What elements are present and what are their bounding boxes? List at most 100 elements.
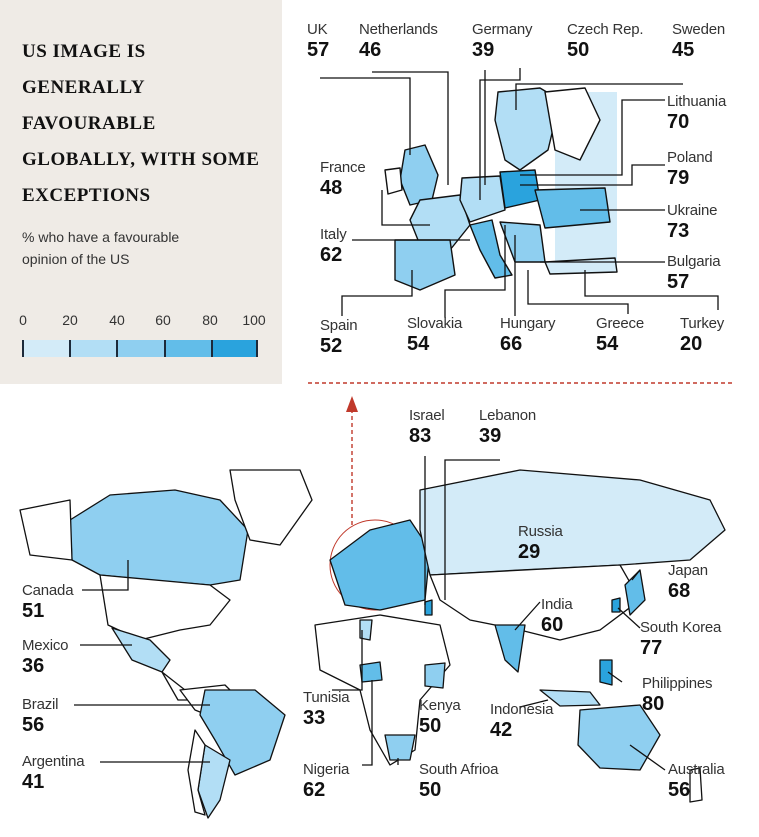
country-value: 77 (640, 637, 663, 659)
country-value: 36 (22, 655, 45, 677)
label-netherlands: Netherlands 46 (359, 22, 438, 60)
europe-inset-map (384, 87, 618, 291)
country-name: Brazil (22, 696, 59, 713)
country-name: Hungary (500, 315, 556, 332)
country-name: Israel (409, 407, 445, 424)
scale-segment (116, 340, 164, 357)
leader-spain (341, 270, 413, 316)
india-shape (494, 624, 526, 673)
color-scale-legend (22, 340, 259, 357)
leader-greece (527, 270, 629, 314)
usa-shape (99, 574, 231, 641)
country-value: 79 (667, 167, 690, 189)
country-value: 45 (672, 39, 695, 61)
label-australia: Australia 56 (668, 762, 725, 800)
country-name: Greece (596, 315, 644, 332)
spain-shape (394, 239, 456, 291)
label-turkey: Turkey 20 (680, 316, 724, 354)
country-name: Bulgaria (667, 253, 721, 270)
label-czech-rep: Czech Rep. 50 (567, 21, 644, 61)
label-ukraine: Ukraine 73 (667, 203, 717, 241)
leader-slovakia (444, 225, 506, 318)
tunisia-shape (359, 619, 373, 641)
label-sweden: Sweden 45 (672, 22, 725, 60)
label-hungary: Hungary 66 (500, 316, 555, 354)
country-value: 62 (320, 244, 343, 266)
country-value: 52 (320, 335, 343, 357)
country-value: 39 (479, 425, 502, 447)
label-south-korea: South Korea 77 (640, 620, 721, 658)
page-title: US IMAGE IS GENERALLY FAVOURABLE GLOBALL… (22, 41, 260, 206)
label-tunisia: Tunisia 33 (303, 690, 350, 728)
country-value: 73 (667, 220, 690, 242)
country-name: Slovakia (407, 315, 463, 332)
label-germany: Germany 39 (472, 22, 532, 60)
country-value: 51 (22, 600, 45, 622)
leader-netherlands (372, 71, 449, 185)
chile-shape (187, 729, 206, 816)
scale-end-tick (256, 340, 258, 357)
country-value: 39 (472, 39, 495, 61)
country-name: Czech Rep. (567, 21, 644, 38)
world-map (19, 469, 726, 819)
label-israel: Israel 83 (409, 407, 445, 447)
uk-shape (399, 144, 439, 206)
country-value: 29 (518, 541, 541, 563)
kenya-shape (424, 662, 446, 689)
country-name: Mexico (22, 637, 69, 654)
country-value: 83 (409, 425, 432, 447)
label-argentina: Argentina 41 (22, 754, 85, 792)
country-name: Poland (667, 149, 713, 166)
brazil-shape (199, 689, 286, 776)
label-uk: UK 57 (307, 22, 329, 60)
germany-shape (459, 175, 506, 223)
country-name: Nigeria (303, 761, 350, 778)
philippines-shape (599, 659, 613, 686)
country-name: Lebanon (479, 407, 536, 424)
label-italy: Italy 62 (320, 227, 347, 265)
country-name: Spain (320, 317, 358, 334)
label-france: France 48 (320, 160, 366, 198)
country-name: South Afrioa (419, 761, 499, 778)
label-canada: Canada 51 (22, 583, 74, 622)
leader-india (514, 601, 541, 631)
leader-lebanon (444, 459, 500, 600)
country-name: France (320, 159, 366, 176)
scale-segment (22, 340, 70, 357)
finland-shape (544, 87, 601, 161)
country-value: 54 (407, 333, 430, 355)
label-south-africa: South Afrioa 50 (419, 761, 499, 800)
south-africa-shape (384, 734, 416, 761)
country-name: Sweden (672, 21, 726, 38)
country-name: Germany (472, 21, 533, 38)
country-value: 48 (320, 177, 343, 199)
country-value: 42 (490, 719, 513, 741)
country-value: 20 (680, 333, 703, 355)
country-value: 50 (567, 39, 590, 61)
label-japan: Japan 68 (668, 563, 708, 601)
leader-australia (629, 744, 666, 771)
canada-shape (69, 489, 249, 586)
country-name: South Korea (640, 619, 722, 636)
leader-lithuania (520, 99, 665, 176)
scandinavia-shape (494, 87, 561, 171)
subtitle: % who have a favourable opinion of the U… (22, 229, 180, 267)
label-lebanon: Lebanon 39 (479, 408, 536, 446)
title-panel: US IMAGE IS GENERALLY FAVOURABLE GLOBALL… (0, 0, 282, 384)
leader-sweden (515, 83, 683, 110)
country-name: Japan (668, 562, 708, 579)
africa-shape (314, 614, 451, 766)
country-name: India (541, 596, 573, 613)
leader-tunisia (332, 630, 363, 691)
scale-segment (210, 340, 259, 357)
south-korea-shape (611, 597, 621, 613)
balkans-shape (499, 221, 546, 263)
world-leader-lines (74, 456, 666, 771)
country-value: 66 (500, 333, 523, 355)
scale-tick: 80 (202, 312, 218, 328)
scale-tick-labels: 0 20 40 60 80 100 (0, 312, 282, 330)
leader-indonesia (519, 699, 549, 708)
label-russia: Russia 29 (518, 524, 563, 562)
